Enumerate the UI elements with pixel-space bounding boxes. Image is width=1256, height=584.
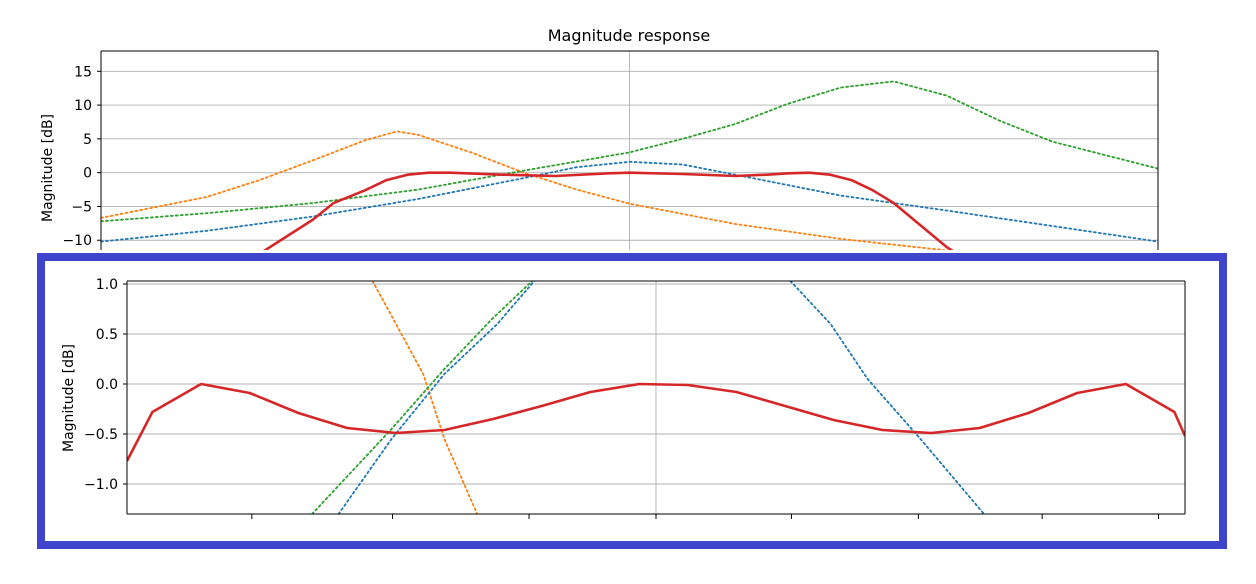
zoomed-magnitude-chart: Magnitude [dB] 1.0 0.5 0.0 −0.5 −1.0 (61, 277, 1186, 519)
y-tick-label: −10 (62, 233, 92, 249)
y-tick-label: 0.0 (96, 377, 118, 393)
top-magnitude-chart: Magnitude response Magnitude [dB] 15 10 5 0… (40, 26, 1159, 250)
series-line-red (127, 382, 1185, 462)
y-tick-label: 0.5 (96, 327, 118, 343)
y-tick-label: 5 (83, 132, 92, 148)
series-line-green (311, 281, 534, 514)
y-tick-label: 1.0 (96, 277, 118, 293)
series-group (127, 281, 1185, 514)
series-line-orange (101, 130, 952, 250)
series-line-orange (371, 281, 479, 514)
y-axis-label: Magnitude [dB] (40, 114, 56, 222)
y-tick-label: 0 (83, 166, 92, 182)
chart-title: Magnitude response (548, 26, 711, 45)
y-tick-label: −1.0 (84, 477, 118, 493)
y-tick-label: −5 (71, 199, 92, 215)
series-group (101, 80, 1158, 250)
y-tick-label: 10 (74, 98, 92, 114)
y-tick-label: 15 (74, 64, 92, 80)
series-line-blue (789, 281, 985, 514)
series-line-blue (101, 160, 1158, 243)
highlight-frame (37, 253, 1227, 549)
series-line-red (263, 171, 954, 250)
y-axis-label: Magnitude [dB] (61, 344, 77, 452)
series-line-blue (337, 281, 536, 514)
y-tick-label: −0.5 (84, 427, 118, 443)
